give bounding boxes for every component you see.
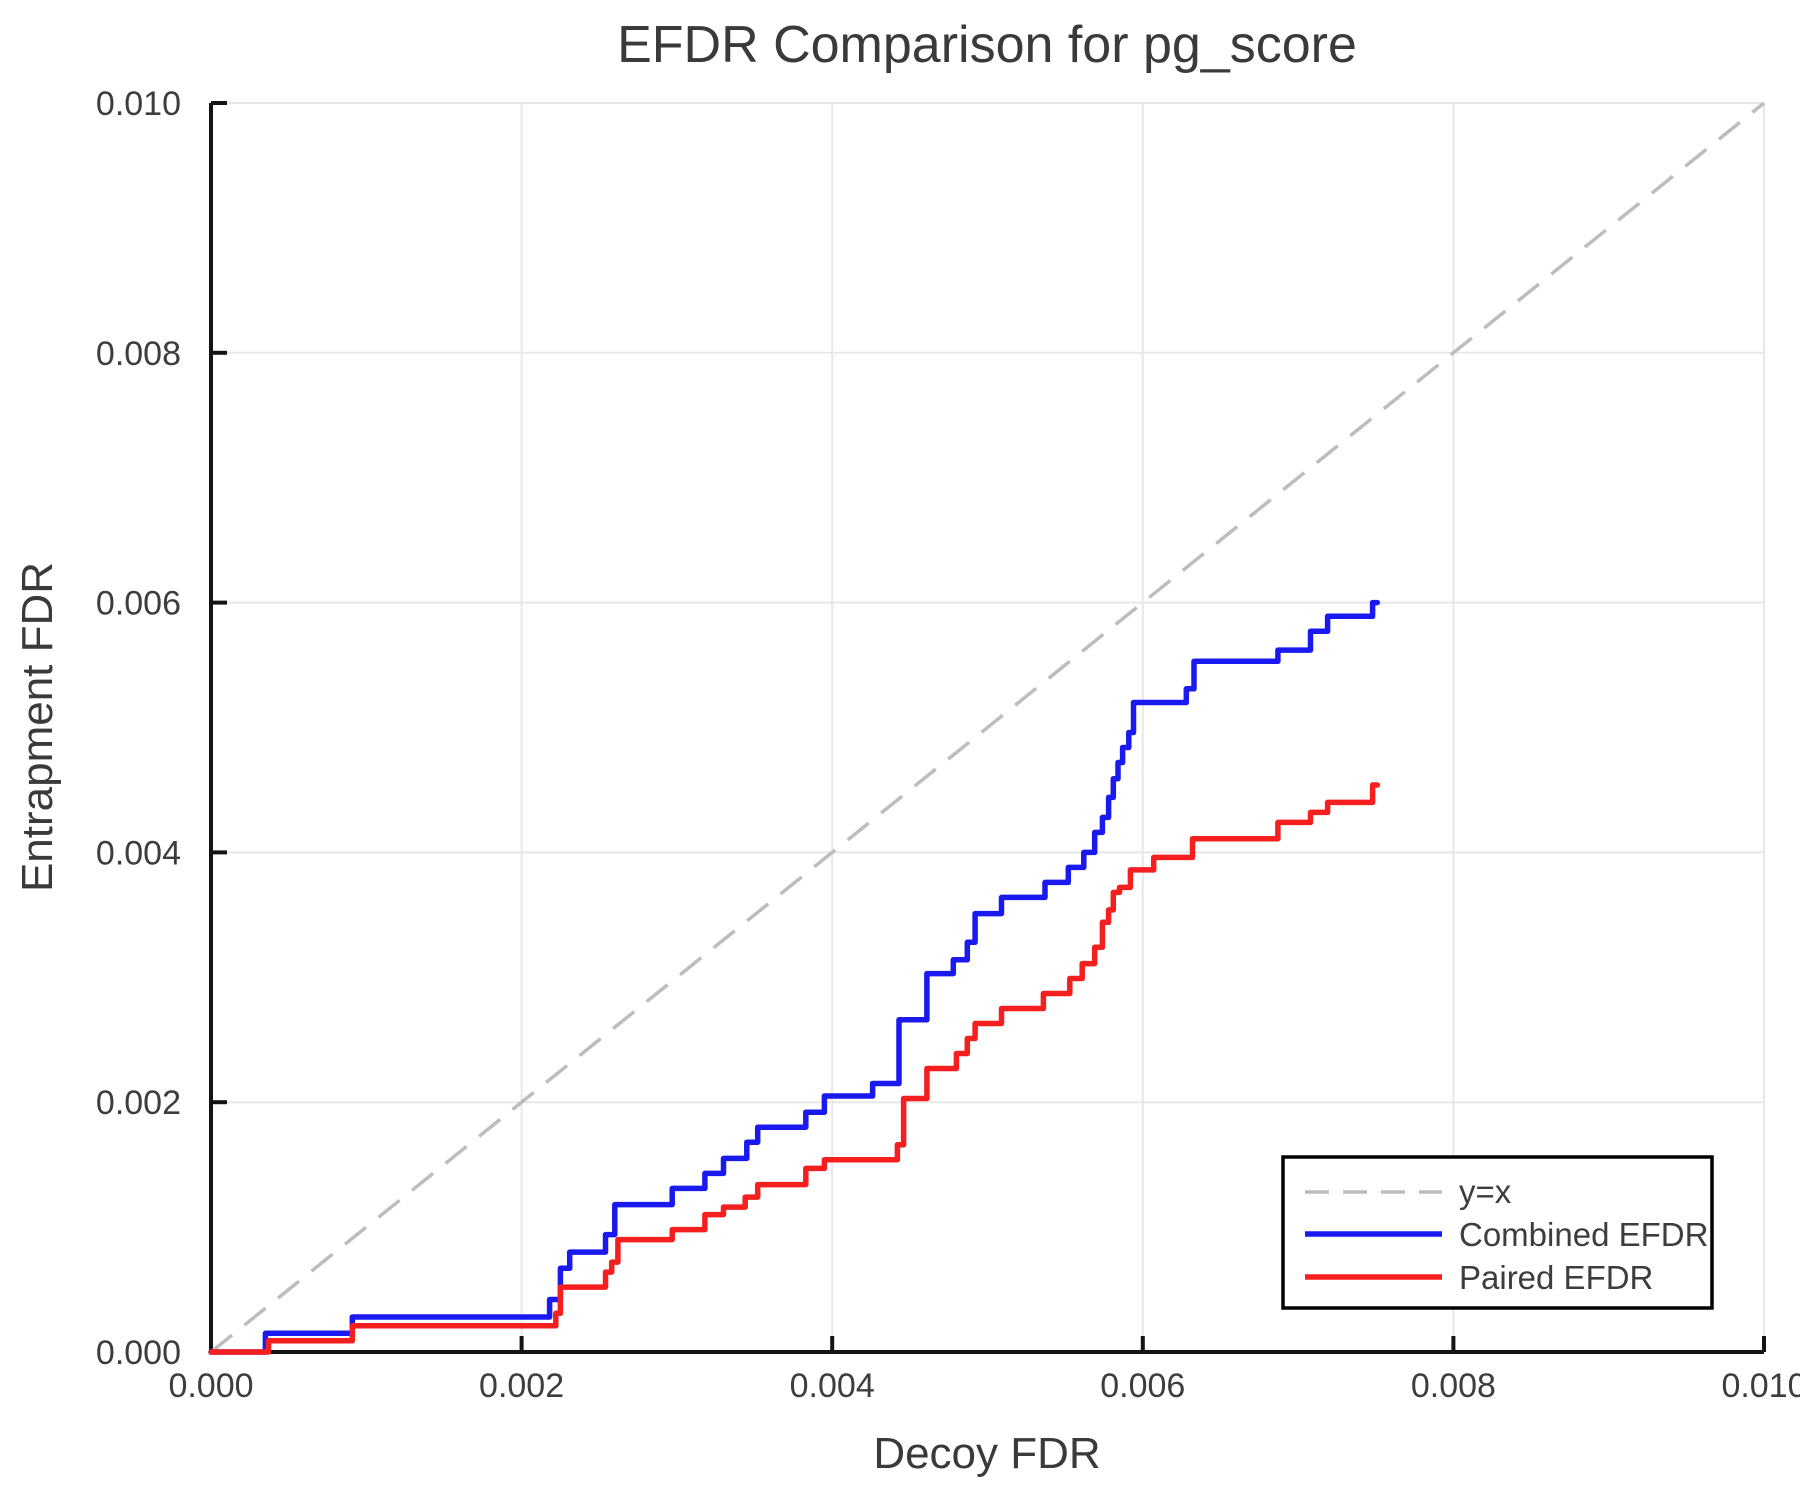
x-tick-label: 0.008 [1411,1367,1496,1405]
legend-label-paired-efdr: Paired EFDR [1459,1259,1653,1296]
x-axis-label: Decoy FDR [873,1429,1100,1478]
y-axis-label: Entrapment FDR [13,562,62,892]
x-tick-label: 0.010 [1721,1367,1800,1405]
y-tick-label: 0.004 [96,834,181,872]
legend: y=x Combined EFDR Paired EFDR [1281,1155,1714,1310]
identity-reference-line [209,101,1766,1354]
y-tick-label: 0.000 [96,1334,181,1372]
y-tick-label: 0.006 [96,585,181,623]
x-tick-label: 0.006 [1100,1367,1185,1405]
chart-layer: 0.000 0.002 0.004 0.006 0.008 0.010 0.000 0.002… [96,85,1800,1405]
y-tick-label: 0.010 [96,85,181,123]
y-tick-label: 0.002 [96,1084,181,1122]
series-paired-efdr [208,782,1381,1355]
legend-label-yx: y=x [1459,1173,1512,1210]
x-tick-label: 0.004 [790,1367,875,1405]
chart-title: EFDR Comparison for pg_score [617,16,1357,74]
series-combined-efdr [208,599,1381,1355]
x-tick-label: 0.000 [168,1367,253,1405]
y-tick-label: 0.008 [96,335,181,373]
legend-label-combined-efdr: Combined EFDR [1459,1216,1708,1253]
x-tick-label: 0.002 [479,1367,564,1405]
